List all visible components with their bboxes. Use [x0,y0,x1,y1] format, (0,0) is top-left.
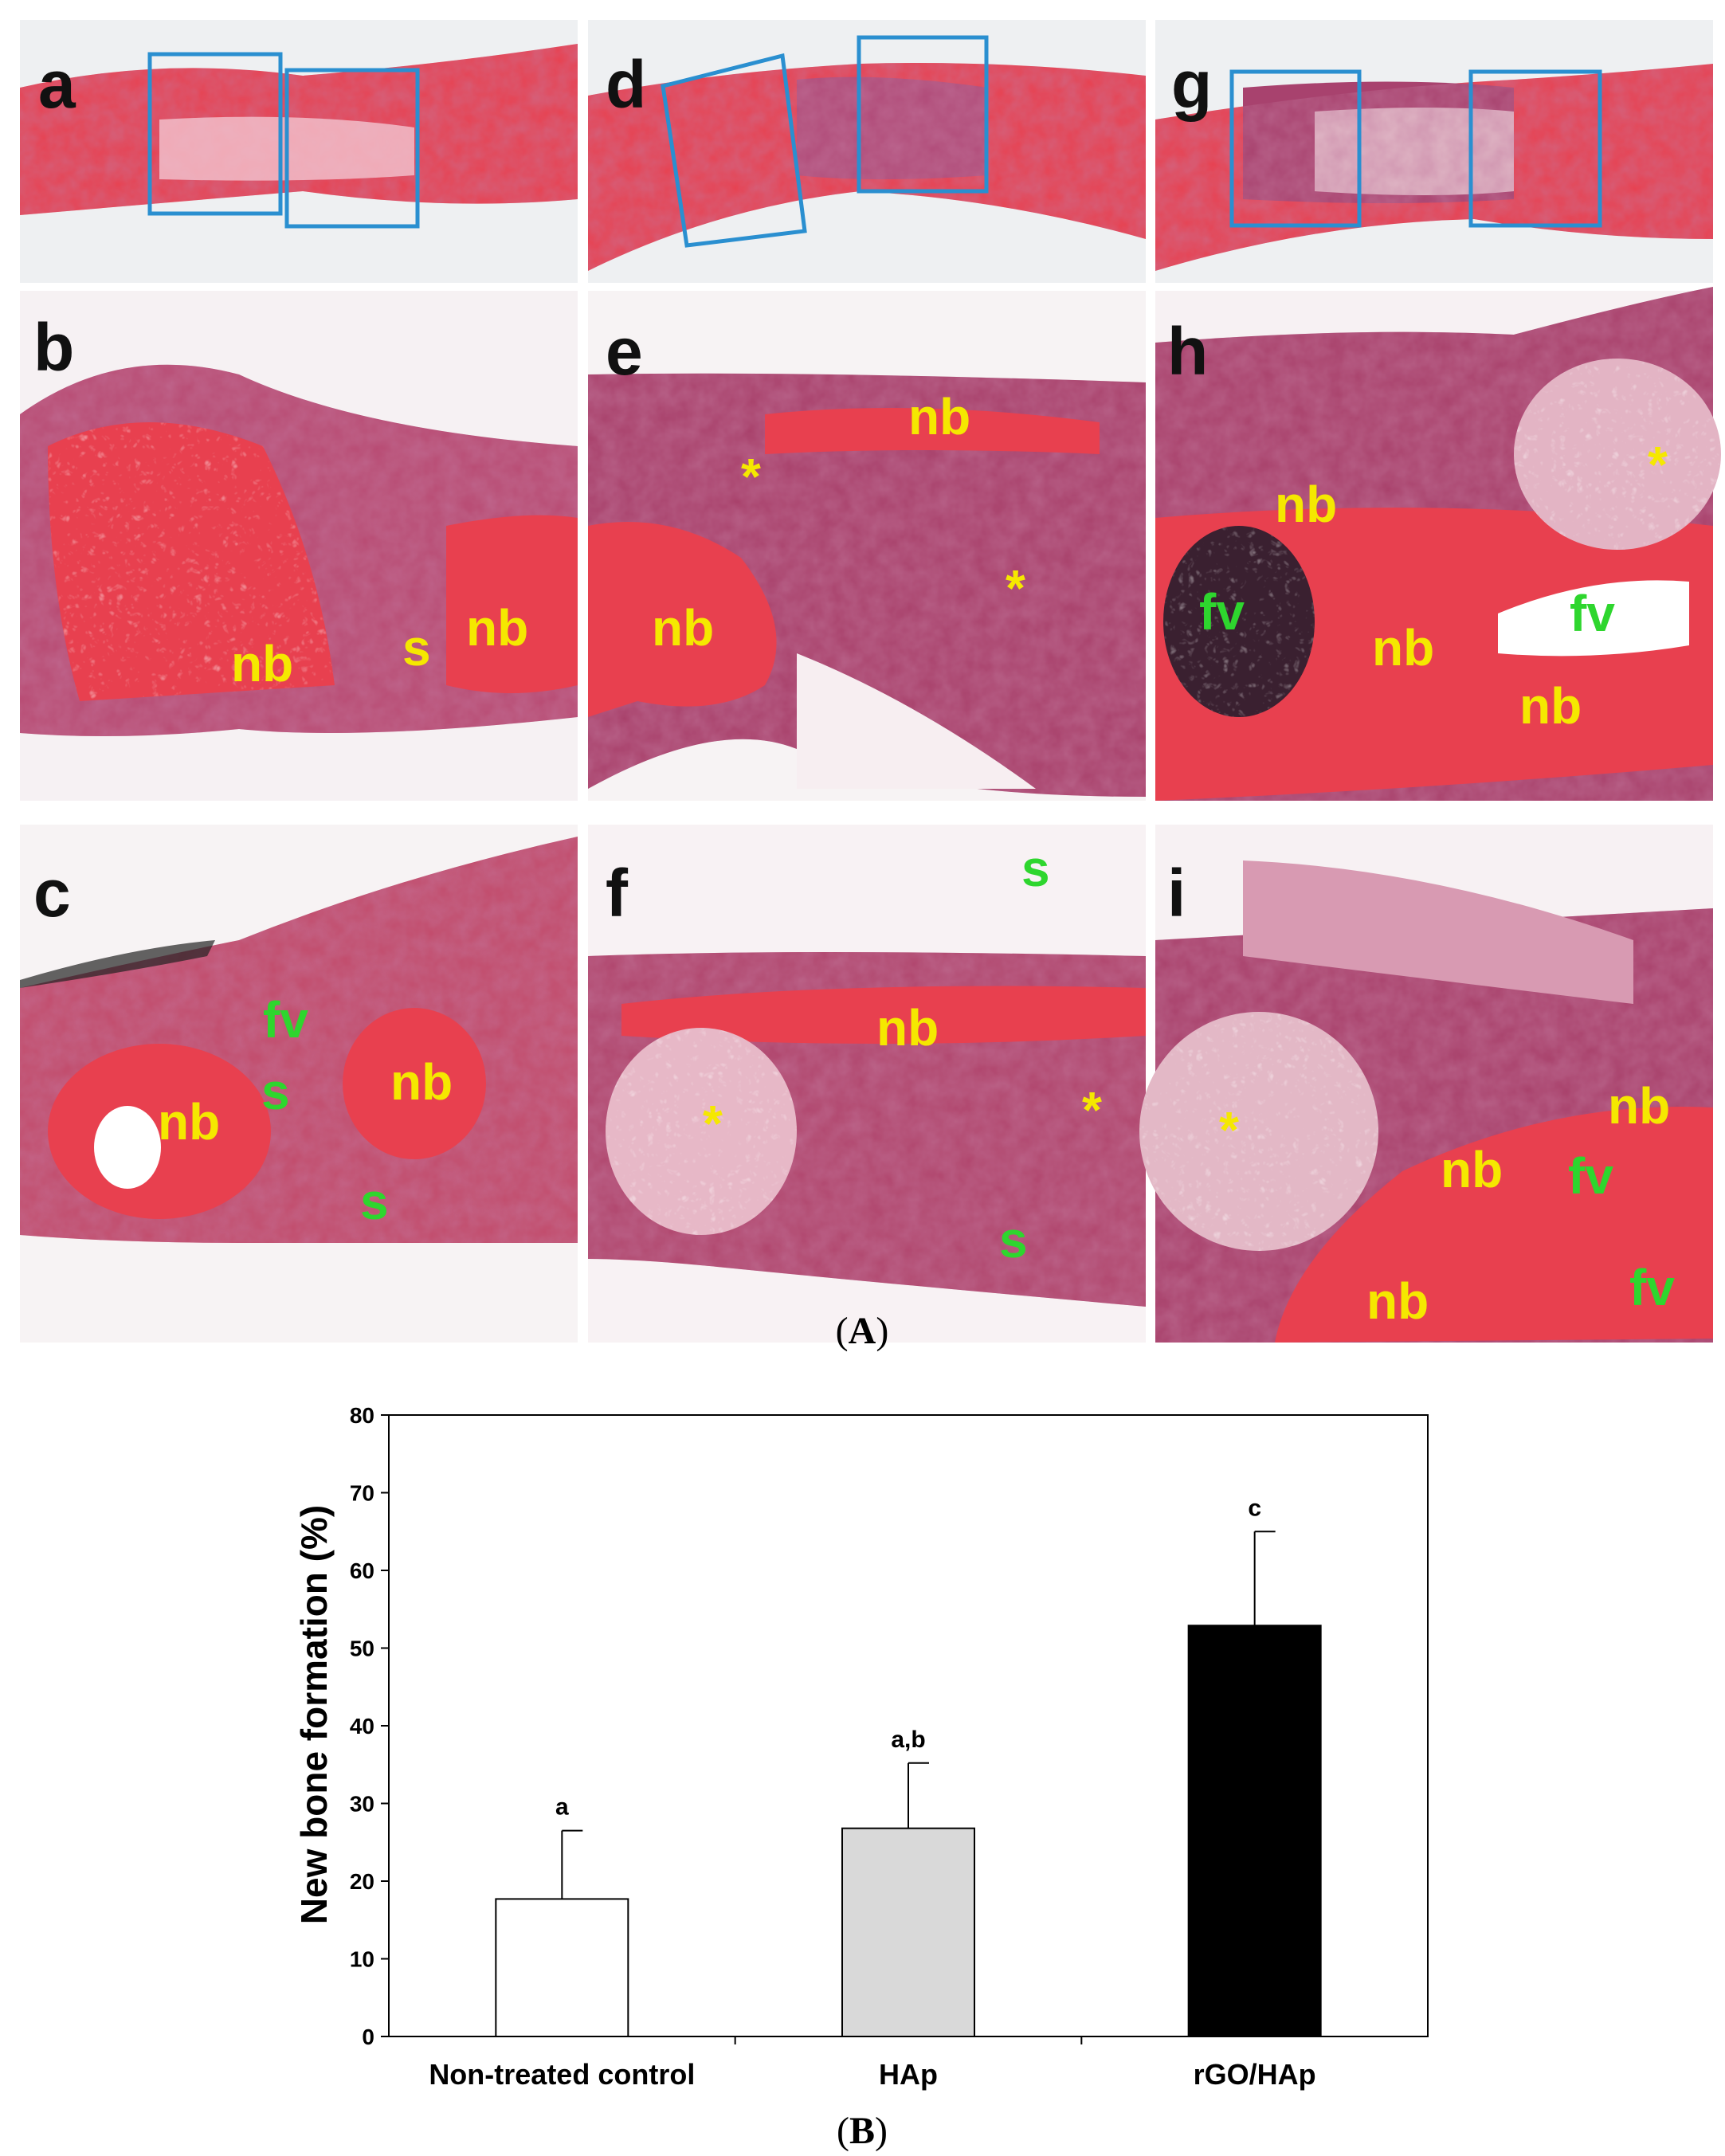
significance-label: a [555,1794,569,1821]
label-c-nb-1: nb [390,1053,453,1111]
label-e-star-2: * [1006,559,1025,617]
bar [495,1898,629,2037]
bar [841,1827,975,2037]
y-tick-label: 10 [350,1947,374,1972]
label-h-nb-1: nb [1275,476,1337,533]
label-b-s: s [402,619,431,676]
label-i-star: * [1219,1101,1239,1158]
panel-letter-g: g [1171,47,1212,122]
category-label: HAp [879,2058,938,2091]
caption-b: (B) [837,2110,888,2152]
panel-letter-i: i [1167,856,1186,931]
label-i-fv-2: fv [1629,1259,1675,1316]
category-label: Non-treated control [429,2058,695,2091]
label-c-nb-2: nb [158,1093,220,1151]
label-f-nb: nb [876,999,939,1056]
label-c-s-1: s [261,1063,290,1120]
label-f-star-1: * [703,1095,723,1152]
label-e-star-1: * [741,448,761,505]
y-tick-label: 40 [350,1714,374,1739]
label-i-nb-1: nb [1608,1077,1670,1135]
label-c-fv: fv [263,991,308,1049]
label-e-nb-1: nb [908,388,970,445]
y-axis-title: New bone formation (%) [293,1505,335,1924]
panel-c: c fv s nb nb s [20,825,578,1343]
panel-letter-b: b [33,310,74,385]
y-tick-label: 0 [362,2025,374,2049]
label-f-star-2: * [1082,1081,1102,1139]
significance-label: c [1248,1495,1261,1521]
panel-h: h * nb fv fv nb nb [1155,287,1721,801]
label-h-fv-1: fv [1199,583,1245,641]
label-i-nb-2: nb [1441,1141,1503,1198]
panel-g: g [1155,20,1713,283]
y-tick-label: 30 [350,1792,374,1817]
label-b-nb-2: nb [466,599,528,657]
y-tick-label: 80 [350,1403,374,1428]
category-label: rGO/HAp [1194,2058,1316,2091]
label-f-s-1: s [1021,840,1050,897]
label-h-nb-3: nb [1519,677,1582,735]
panel-b: b nb s nb [20,291,578,801]
panel-letter-e: e [606,314,643,389]
panel-letter-h: h [1167,314,1208,389]
y-tick-label: 20 [350,1869,374,1894]
panel-letter-f: f [606,856,629,931]
y-tick-label: 50 [350,1637,374,1661]
label-h-fv-2: fv [1570,585,1615,642]
bar [1187,1625,1322,2038]
y-tick-label: 70 [350,1481,374,1506]
label-i-nb-3: nb [1366,1272,1429,1330]
panel-i: i * nb nb fv nb fv [1139,825,1713,1343]
panel-letter-d: d [606,47,646,122]
significance-label: a,b [891,1727,925,1753]
label-c-s-2: s [360,1173,389,1230]
label-i-fv-1: fv [1568,1147,1613,1205]
y-tick-label: 60 [350,1558,374,1583]
label-h-nb-2: nb [1372,619,1434,676]
caption-a: (A) [836,1310,889,1352]
label-h-star: * [1648,436,1668,493]
histology-panel-grid: a b nb s nb c fv s nb nb s d [20,20,1721,1352]
panel-e: e nb * * nb [588,291,1146,801]
panel-a: a [20,20,578,283]
panel-letter-a: a [38,47,76,122]
panel-f: f s nb * * s [588,825,1146,1343]
plot-area: 0 10 20 30 40 50 60 70 80 a Non-treated control a,b… [350,1403,1429,2091]
new-bone-formation-chart: 0 10 20 30 40 50 60 70 80 a Non-treated control a,b… [293,1403,1429,2152]
label-f-s-2: s [999,1211,1028,1268]
panel-letter-c: c [33,856,71,931]
panel-d: d [588,20,1146,283]
label-b-nb-1: nb [231,635,293,692]
label-e-nb-2: nb [652,599,714,657]
